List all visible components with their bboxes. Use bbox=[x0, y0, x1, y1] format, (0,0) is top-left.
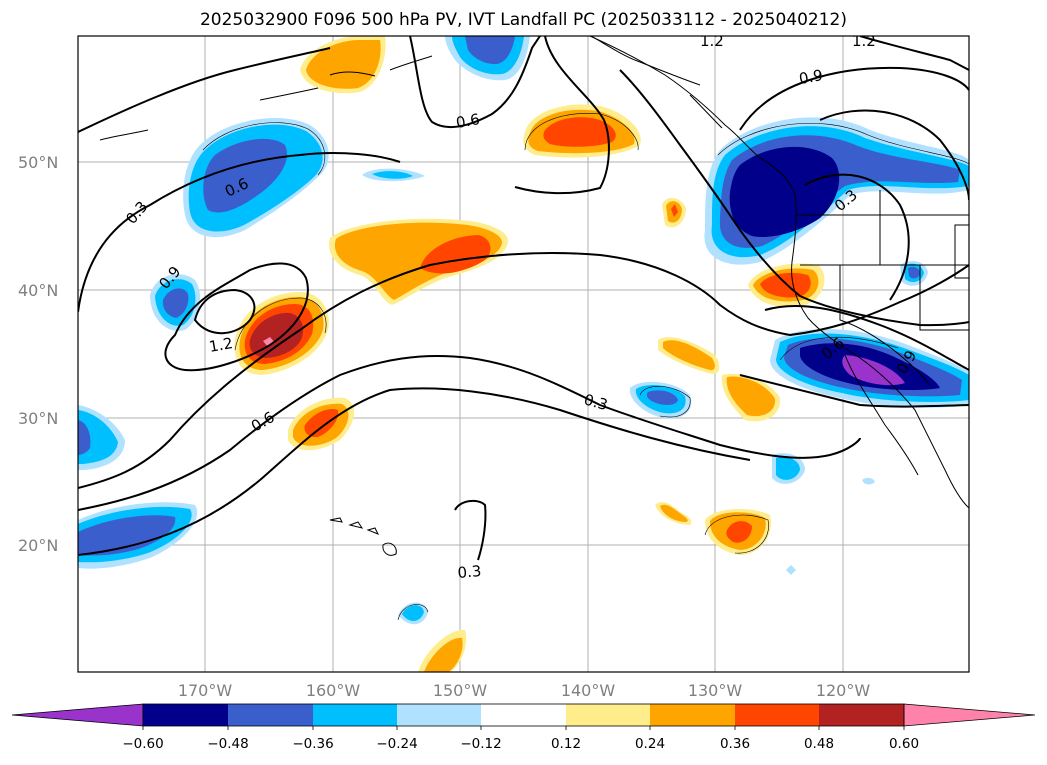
contour-label: 1.2 bbox=[852, 32, 876, 50]
colorbar-segment bbox=[228, 704, 313, 726]
lat-label: 50°N bbox=[18, 153, 58, 172]
latitude-labels: 50°N 40°N 30°N 20°N bbox=[18, 153, 58, 555]
colorbar-tick: 0.60 bbox=[889, 736, 919, 752]
colorbar-segment bbox=[735, 704, 819, 726]
anomaly-outlines bbox=[202, 113, 969, 621]
figure-title: 2025032900 F096 500 hPa PV, IVT Landfall… bbox=[199, 10, 847, 30]
colorbar-tick: −0.60 bbox=[122, 736, 163, 752]
contour-label: 1.2 bbox=[700, 32, 724, 50]
colorbar-segment bbox=[650, 704, 735, 726]
colorbar-segment bbox=[481, 704, 566, 726]
colorbar-segment bbox=[819, 704, 904, 726]
contour-label: 0.9 bbox=[798, 66, 825, 88]
colorbar-segment bbox=[566, 704, 650, 726]
colorbar-segment bbox=[397, 704, 481, 726]
map-frame bbox=[77, 35, 970, 673]
colorbar-tick: −0.36 bbox=[292, 736, 333, 752]
contour-label: 0.6 bbox=[455, 110, 482, 132]
colorbar-extend-low bbox=[11, 703, 144, 727]
contour-label: 0.3 bbox=[582, 390, 610, 414]
colorbar-tick: 0.36 bbox=[720, 736, 750, 752]
colorbar-segment bbox=[313, 704, 397, 726]
colorbar-tick: −0.48 bbox=[207, 736, 248, 752]
colorbar-tick: −0.24 bbox=[376, 736, 417, 752]
lat-label: 20°N bbox=[18, 536, 58, 555]
lon-label: 160°W bbox=[306, 681, 361, 700]
colorbar-tick: −0.12 bbox=[460, 736, 501, 752]
contour-label: 0.3 bbox=[457, 562, 482, 582]
colorbar-segment bbox=[143, 704, 228, 726]
coastlines bbox=[99, 36, 969, 556]
lon-label: 150°W bbox=[433, 681, 488, 700]
colorbar: −0.60 −0.48 −0.36 −0.24 −0.12 0.12 0.24 … bbox=[11, 703, 1036, 752]
lat-label: 30°N bbox=[18, 409, 58, 428]
map-layers: 0.3 0.6 0.9 1.2 0.6 0.6 0.3 0.3 0.9 1.2 … bbox=[78, 32, 969, 672]
lon-label: 170°W bbox=[178, 681, 233, 700]
colorbar-tick: 0.48 bbox=[804, 736, 834, 752]
colorbar-tick: 0.24 bbox=[635, 736, 665, 752]
longitude-labels: 170°W 160°W 150°W 140°W 130°W 120°W bbox=[178, 681, 871, 700]
lat-label: 40°N bbox=[18, 281, 58, 300]
lon-label: 130°W bbox=[688, 681, 743, 700]
colorbar-extend-high bbox=[903, 703, 1036, 727]
lon-label: 140°W bbox=[561, 681, 616, 700]
pv-contours bbox=[78, 36, 969, 561]
positive-anomaly-fills bbox=[234, 36, 825, 672]
colorbar-tick: 0.12 bbox=[551, 736, 581, 752]
lon-label: 120°W bbox=[816, 681, 871, 700]
contour-label: 1.2 bbox=[208, 334, 235, 356]
